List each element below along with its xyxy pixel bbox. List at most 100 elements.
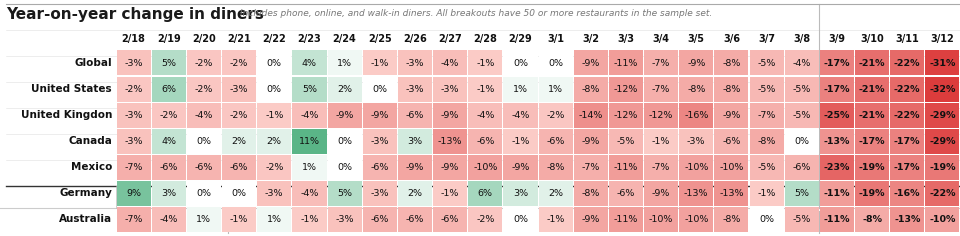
Text: -2%: -2%: [229, 110, 249, 119]
Text: 0%: 0%: [372, 84, 387, 93]
Text: -8%: -8%: [582, 84, 600, 93]
Text: 5%: 5%: [301, 84, 317, 93]
Text: -6%: -6%: [793, 163, 811, 172]
Text: -3%: -3%: [125, 110, 143, 119]
Text: 3/5: 3/5: [687, 34, 705, 44]
Text: -2%: -2%: [476, 215, 494, 223]
Text: 0%: 0%: [513, 215, 528, 223]
Text: -3%: -3%: [371, 136, 389, 146]
Text: Mexico: Mexico: [71, 162, 112, 172]
Text: 0%: 0%: [759, 215, 774, 223]
Text: -12%: -12%: [649, 110, 673, 119]
Text: 6%: 6%: [478, 189, 492, 198]
Text: Year-on-year change in diners: Year-on-year change in diners: [6, 7, 264, 21]
Text: -8%: -8%: [722, 59, 740, 67]
Text: -11%: -11%: [824, 215, 851, 223]
Text: 2%: 2%: [407, 189, 422, 198]
Text: -2%: -2%: [195, 59, 213, 67]
Text: -9%: -9%: [687, 59, 706, 67]
Text: -8%: -8%: [722, 215, 740, 223]
Text: -4%: -4%: [793, 59, 811, 67]
Text: 2/21: 2/21: [228, 34, 251, 44]
Text: -22%: -22%: [894, 59, 921, 67]
Text: 0%: 0%: [231, 189, 247, 198]
Text: -6%: -6%: [546, 136, 564, 146]
Text: -2%: -2%: [195, 84, 213, 93]
Text: 2/26: 2/26: [403, 34, 427, 44]
Text: -7%: -7%: [652, 84, 670, 93]
Text: -22%: -22%: [929, 189, 955, 198]
Text: -11%: -11%: [824, 189, 851, 198]
Text: -8%: -8%: [687, 84, 706, 93]
Text: 5%: 5%: [337, 189, 352, 198]
Text: 3/7: 3/7: [758, 34, 775, 44]
Text: 0%: 0%: [794, 136, 809, 146]
Text: -9%: -9%: [582, 59, 600, 67]
Text: 2/20: 2/20: [192, 34, 216, 44]
Text: -4%: -4%: [159, 215, 178, 223]
Text: -9%: -9%: [335, 110, 354, 119]
Text: -17%: -17%: [894, 163, 921, 172]
Text: -9%: -9%: [652, 189, 670, 198]
Text: -3%: -3%: [406, 59, 424, 67]
Text: -17%: -17%: [894, 136, 921, 146]
Text: -3%: -3%: [265, 189, 283, 198]
Text: -9%: -9%: [371, 110, 389, 119]
Text: -8%: -8%: [722, 84, 740, 93]
Text: -1%: -1%: [546, 215, 564, 223]
Text: -5%: -5%: [757, 163, 776, 172]
Text: -32%: -32%: [929, 84, 955, 93]
Text: -11%: -11%: [613, 59, 638, 67]
Text: -6%: -6%: [722, 136, 740, 146]
Text: 3/10: 3/10: [860, 34, 884, 44]
Text: 2/18: 2/18: [122, 34, 146, 44]
Text: 3/3: 3/3: [617, 34, 635, 44]
Text: -5%: -5%: [616, 136, 636, 146]
Text: -7%: -7%: [652, 59, 670, 67]
Text: -13%: -13%: [438, 136, 463, 146]
Text: -4%: -4%: [512, 110, 530, 119]
Text: -5%: -5%: [757, 59, 776, 67]
Text: -9%: -9%: [582, 215, 600, 223]
Text: -19%: -19%: [929, 163, 955, 172]
Text: -10%: -10%: [684, 215, 708, 223]
Text: -17%: -17%: [859, 136, 885, 146]
Text: -6%: -6%: [371, 163, 389, 172]
Text: 1%: 1%: [197, 215, 211, 223]
Text: -16%: -16%: [894, 189, 921, 198]
Text: 3/11: 3/11: [896, 34, 919, 44]
Text: -11%: -11%: [613, 215, 638, 223]
Text: -10%: -10%: [473, 163, 497, 172]
Text: -7%: -7%: [582, 163, 600, 172]
Text: -4%: -4%: [476, 110, 494, 119]
Text: 6%: 6%: [161, 84, 177, 93]
Text: 3/4: 3/4: [653, 34, 669, 44]
Text: 3/6: 3/6: [723, 34, 740, 44]
Text: 2%: 2%: [231, 136, 247, 146]
Text: -3%: -3%: [371, 189, 389, 198]
Text: -5%: -5%: [793, 84, 811, 93]
Text: -5%: -5%: [793, 110, 811, 119]
Text: 3%: 3%: [407, 136, 422, 146]
Text: -8%: -8%: [862, 215, 882, 223]
Text: -3%: -3%: [687, 136, 706, 146]
Text: -7%: -7%: [652, 163, 670, 172]
Text: 0%: 0%: [513, 59, 528, 67]
Text: -22%: -22%: [894, 110, 921, 119]
Text: -1%: -1%: [300, 215, 319, 223]
Text: -29%: -29%: [929, 136, 955, 146]
Text: 2/29: 2/29: [509, 34, 532, 44]
Text: -19%: -19%: [859, 189, 885, 198]
Text: -2%: -2%: [229, 59, 249, 67]
Text: 0%: 0%: [337, 163, 352, 172]
Text: -25%: -25%: [824, 110, 851, 119]
Text: -11%: -11%: [613, 163, 638, 172]
Text: 2/23: 2/23: [298, 34, 322, 44]
Text: 3%: 3%: [513, 189, 528, 198]
Text: -5%: -5%: [757, 84, 776, 93]
Text: -2%: -2%: [265, 163, 283, 172]
Text: -10%: -10%: [929, 215, 955, 223]
Text: -1%: -1%: [476, 59, 494, 67]
Text: -17%: -17%: [824, 59, 851, 67]
Text: -2%: -2%: [546, 110, 564, 119]
